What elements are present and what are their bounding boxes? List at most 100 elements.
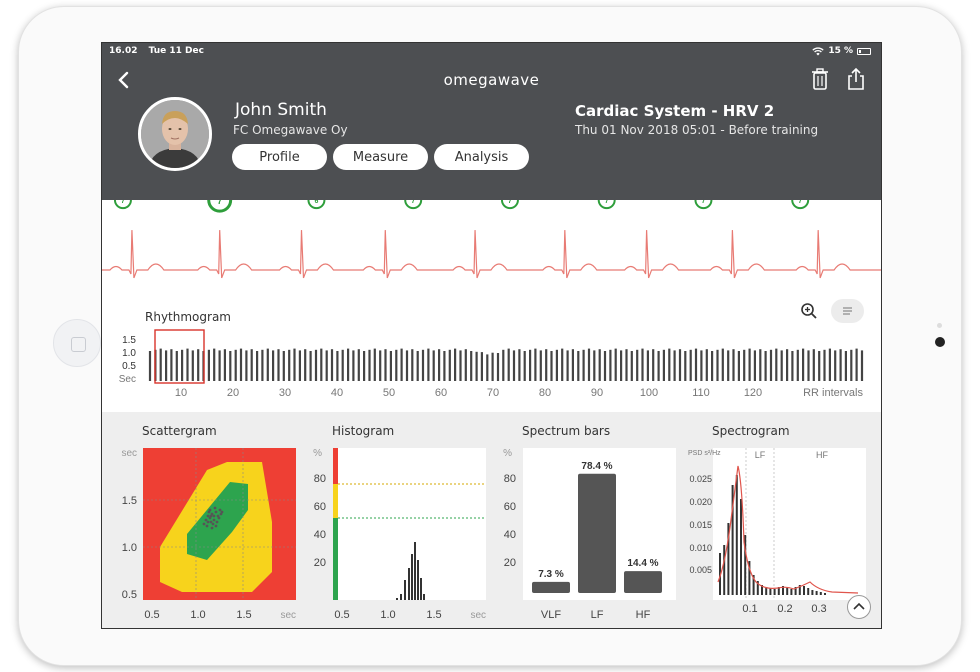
scatter-point [212, 518, 216, 522]
beat-marker[interactable]: 7 [500, 200, 519, 210]
spectrogram-xtick: 0.2 [777, 603, 792, 615]
scatter-points [202, 506, 224, 530]
status-time-date: 16.02 Tue 11 Dec [109, 46, 204, 56]
trash-icon[interactable] [810, 67, 830, 91]
scatter-ytick: 1.0 [122, 542, 137, 554]
status-date: Tue 11 Dec [148, 46, 204, 56]
athlete-name: John Smith [235, 100, 327, 120]
scatter-point [218, 508, 222, 512]
beat-marker-label: 7 [508, 200, 512, 205]
spectrogram-curve [717, 465, 859, 594]
camera-lens [935, 337, 945, 347]
scattergram-chart: sec 1.5 1.0 0.5 0.5 1.0 1.5 sec [121, 448, 296, 621]
band-hf-label: HF [816, 450, 828, 460]
battery-icon [857, 47, 871, 55]
rhythmo-ytick: 1.0 [122, 348, 136, 359]
rhythmo-xunit: RR intervals [803, 387, 863, 399]
hist-xtick: 1.0 [380, 609, 395, 621]
beat-marker[interactable]: 6 [307, 200, 326, 210]
share-icon[interactable] [846, 67, 866, 91]
hist-ytick: 80 [314, 473, 326, 485]
back-arrow-icon[interactable] [116, 69, 132, 91]
beat-marker-label: 7 [605, 200, 609, 205]
spectrogram-ytick: 0.010 [689, 543, 712, 553]
histogram-bar [396, 598, 398, 600]
beat-marker[interactable]: 7 [113, 200, 132, 210]
scatter-point [202, 522, 206, 526]
spectrum-title: Spectrum bars [522, 424, 611, 438]
hist-zone-yellow [333, 484, 338, 518]
spectrogram-plot-bg [713, 448, 866, 600]
spectrum-bar [578, 473, 616, 593]
status-right: 15 % [812, 46, 871, 56]
scatter-xtick: 0.5 [144, 609, 159, 621]
athlete-avatar [138, 97, 212, 171]
histogram-title: Histogram [332, 424, 395, 438]
session-title: Cardiac System - HRV 2 [575, 102, 775, 120]
beat-marker-label: 7 [798, 200, 802, 205]
rhythmogram-chart[interactable]: 1.5 1.0 0.5 Sec 10 20 30 40 50 60 70 80 90 100 110… [102, 326, 882, 402]
rhythmo-xtick: 60 [435, 387, 447, 399]
spectrum-value-label: 7.3 % [538, 569, 564, 580]
beat-marker-label: 7 [217, 200, 222, 206]
beat-marker[interactable]: 7 [404, 200, 423, 210]
scatter-point [210, 526, 214, 530]
scatter-ytick: 0.5 [122, 589, 137, 601]
app-screen: 16.02 Tue 11 Dec 15 % omegawave [101, 42, 882, 629]
tab-measure[interactable]: Measure [333, 144, 428, 170]
spectrum-ytick: 80 [504, 473, 516, 485]
session-subtitle: Thu 01 Nov 2018 05:01 - Before training [575, 123, 819, 137]
ecg-strip: 7 7 6 7 7 7 7 7 [102, 200, 881, 320]
hist-ytick: 20 [314, 557, 326, 569]
histogram-bar [414, 542, 416, 600]
scatter-point [211, 522, 215, 526]
scroll-up-button[interactable] [847, 595, 871, 619]
beat-marker[interactable]: 7 [791, 200, 810, 210]
scatter-point [212, 514, 216, 518]
rhythmo-xtick: 30 [279, 387, 291, 399]
rhythmo-xtick: 110 [692, 387, 710, 399]
rhythmo-ytick: 1.5 [122, 335, 136, 346]
rhythmo-xtick: 120 [744, 387, 762, 399]
hist-zone-green [333, 518, 338, 600]
scatter-point [209, 520, 213, 524]
spectrum-category-label: HF [636, 609, 651, 621]
selection-window[interactable] [154, 329, 205, 384]
app-header: 16.02 Tue 11 Dec 15 % omegawave [102, 43, 881, 200]
hist-xunit: sec [470, 610, 486, 621]
scatter-xtick: 1.0 [190, 609, 205, 621]
beat-marker-label: 6 [315, 200, 319, 205]
zoom-in-icon[interactable] [800, 302, 818, 320]
rhythmo-xtick: 70 [487, 387, 499, 399]
spectrogram-xtick: 0.3 [811, 603, 826, 615]
spectrogram-ytick: 0.005 [689, 565, 712, 575]
beat-marker[interactable]: 7 [597, 200, 616, 210]
histogram-bar [404, 580, 406, 600]
spectrum-bar [532, 581, 570, 593]
tab-profile[interactable]: Profile [232, 144, 327, 170]
hist-xtick: 1.5 [426, 609, 441, 621]
rhythmo-xtick: 10 [175, 387, 187, 399]
rhythmo-xtick: 20 [227, 387, 239, 399]
spectrogram-xtick: 0.1 [742, 603, 757, 615]
rhythmo-xtick: 90 [591, 387, 603, 399]
scatter-point [205, 524, 209, 528]
scatter-point [217, 516, 221, 520]
status-time: 16.02 [109, 46, 138, 56]
rhythmo-ytick: 0.5 [122, 361, 136, 372]
home-button[interactable] [53, 319, 101, 367]
tab-analysis[interactable]: Analysis [434, 144, 529, 170]
athlete-club: FC Omegawave Oy [233, 123, 348, 137]
spectrogram-ytick: 0.025 [689, 474, 712, 484]
beat-marker[interactable]: 7 [207, 200, 233, 213]
scatter-yunit: sec [121, 448, 137, 459]
spectrum-value-label: 14.4 % [627, 558, 658, 569]
app-logo: omegawave [443, 71, 540, 89]
list-menu-button[interactable] [831, 299, 864, 323]
histogram-bars [396, 542, 425, 600]
scattergram-title: Scattergram [142, 424, 217, 438]
spectrogram-chart: PSD s²/Hz 0.025 0.020 0.015 0.010 0.005 … [688, 448, 866, 615]
beat-marker[interactable]: 7 [694, 200, 713, 210]
spectrum-chart: % 80 60 40 20 7.3 % VLF 78.4 % LF 14.4 % HF [503, 448, 676, 621]
hist-yunit: % [313, 448, 322, 459]
